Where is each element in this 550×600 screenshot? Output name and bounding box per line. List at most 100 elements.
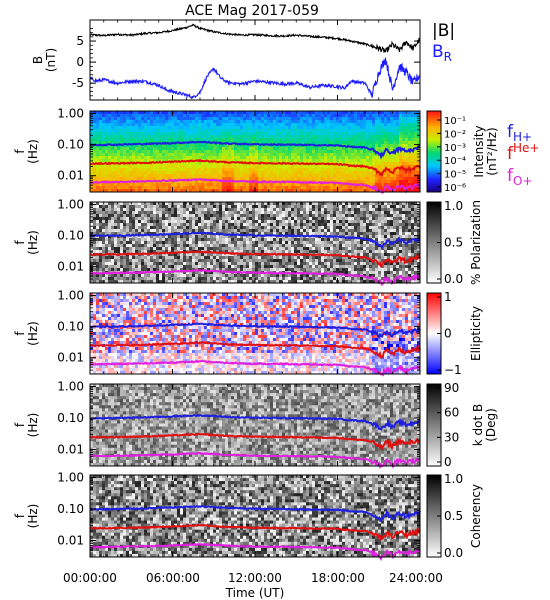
heatmap-cell	[390, 214, 394, 218]
heatmap-cell	[147, 138, 151, 142]
heatmap-cell	[264, 214, 268, 218]
heatmap-cell	[411, 180, 415, 184]
heatmap-cell	[132, 220, 136, 224]
heatmap-cell	[291, 177, 295, 181]
heatmap-cell	[213, 183, 217, 187]
heatmap-cell	[213, 111, 217, 115]
heatmap-cell	[168, 235, 172, 239]
heatmap-cell	[393, 135, 397, 139]
heatmap-cell	[183, 138, 187, 142]
heatmap-cell	[165, 126, 169, 130]
heatmap-cell	[108, 250, 112, 254]
heatmap-cell	[204, 223, 208, 227]
heatmap-cell	[279, 147, 283, 151]
heatmap-cell	[186, 153, 190, 157]
heatmap-cell	[264, 156, 268, 160]
heatmap-cell	[294, 217, 298, 221]
heatmap-cell	[321, 226, 325, 230]
heatmap-cell	[330, 247, 334, 251]
heatmap-cell	[333, 171, 337, 175]
heatmap-cell	[201, 226, 205, 230]
heatmap-cell	[312, 217, 316, 221]
heatmap-cell	[405, 123, 409, 127]
heatmap-cell	[288, 186, 292, 190]
heatmap-cell	[396, 220, 400, 224]
heatmap-cell	[180, 156, 184, 160]
heatmap-cell	[114, 138, 118, 142]
heatmap-cell	[375, 202, 379, 206]
heatmap-cell	[387, 211, 391, 215]
heatmap-cell	[180, 153, 184, 157]
heatmap-cell	[114, 205, 118, 209]
heatmap-cell	[201, 165, 205, 169]
heatmap-cell	[285, 214, 289, 218]
heatmap-cell	[144, 238, 148, 242]
heatmap-cell	[117, 202, 121, 206]
heatmap-cell	[336, 214, 340, 218]
heatmap-cell	[348, 129, 352, 133]
heatmap-cell	[255, 241, 259, 245]
heatmap-cell	[270, 126, 274, 130]
heatmap-cell	[126, 171, 130, 175]
heatmap-cell	[249, 205, 253, 209]
heatmap-cell	[141, 202, 145, 206]
heatmap-cell	[225, 241, 229, 245]
heatmap-cell	[279, 120, 283, 124]
heatmap-cell	[162, 138, 166, 142]
heatmap-cell	[174, 153, 178, 157]
heatmap-cell	[372, 138, 376, 142]
heatmap-cell	[129, 226, 133, 230]
heatmap-cell	[153, 129, 157, 133]
heatmap-cell	[111, 165, 115, 169]
heatmap-cell	[270, 138, 274, 142]
heatmap-cell	[165, 123, 169, 127]
heatmap-cell	[129, 165, 133, 169]
heatmap-cell	[354, 123, 358, 127]
heatmap-cell	[405, 183, 409, 187]
heatmap-cell	[111, 217, 115, 221]
heatmap-cell	[105, 171, 109, 175]
heatmap-cell	[222, 247, 226, 251]
heatmap-cell	[120, 226, 124, 230]
heatmap-cell	[162, 186, 166, 190]
heatmap-cell	[153, 211, 157, 215]
heatmap-cell	[312, 120, 316, 124]
heatmap-cell	[135, 235, 139, 239]
heatmap-cell	[225, 162, 229, 166]
heatmap-cell	[363, 226, 367, 230]
heatmap-cell	[336, 223, 340, 227]
heatmap-cell	[282, 177, 286, 181]
heatmap-cell	[117, 171, 121, 175]
heatmap-cell	[150, 171, 154, 175]
heatmap-cell	[342, 129, 346, 133]
heatmap-cell	[396, 159, 400, 163]
heatmap-cell	[393, 147, 397, 151]
heatmap-cell	[294, 171, 298, 175]
heatmap-cell	[93, 177, 97, 181]
heatmap-cell	[375, 138, 379, 142]
heatmap-cell	[237, 247, 241, 251]
heatmap-cell	[309, 165, 313, 169]
heatmap-cell	[222, 117, 226, 121]
heatmap-cell	[177, 126, 181, 130]
heatmap-cell	[159, 168, 163, 172]
heatmap-cell	[150, 223, 154, 227]
heatmap-cell	[381, 202, 385, 206]
heatmap-cell	[240, 186, 244, 190]
heatmap-cell	[327, 135, 331, 139]
heatmap-cell	[252, 138, 256, 142]
heatmap-cell	[135, 208, 139, 212]
heatmap-cell	[192, 144, 196, 148]
heatmap-cell	[237, 186, 241, 190]
heatmap-cell	[237, 114, 241, 118]
heatmap-cell	[225, 168, 229, 172]
heatmap-cell	[270, 159, 274, 163]
heatmap-cell	[123, 165, 127, 169]
heatmap-cell	[324, 214, 328, 218]
heatmap-cell	[390, 186, 394, 190]
heatmap-cell	[240, 156, 244, 160]
heatmap-cell	[252, 123, 256, 127]
heatmap-cell	[177, 129, 181, 133]
heatmap-cell	[111, 183, 115, 187]
heatmap-cell	[303, 217, 307, 221]
